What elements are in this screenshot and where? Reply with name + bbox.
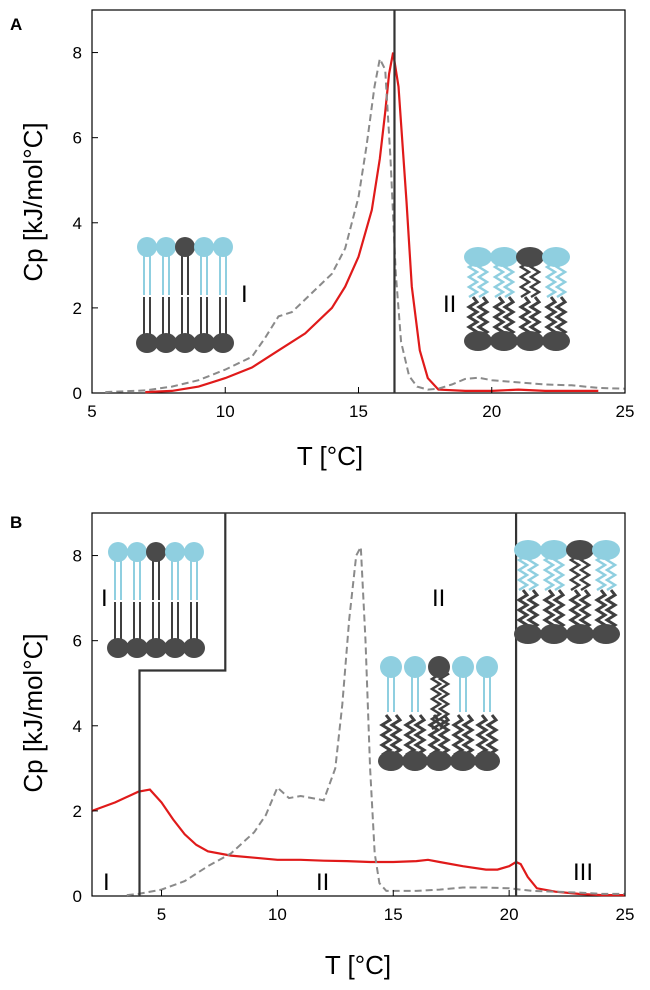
x-tick-label-a: 5 [87, 402, 96, 421]
series-gray-dashed-b [126, 543, 625, 897]
y-tick-label-b: 8 [73, 547, 82, 566]
x-tick-label-a: 20 [482, 402, 501, 421]
lipid-bilayer-gel-icon [107, 542, 205, 658]
y-axis-title-b: Cp [kJ/mol°C] [18, 633, 48, 792]
y-tick-label-b: 6 [73, 632, 82, 651]
lipid-bilayer-fluid-icon [514, 540, 620, 644]
region-label-a-i: I [241, 281, 248, 308]
x-axis-title-a: T [°C] [297, 441, 363, 471]
x-tick-label-a: 10 [216, 402, 235, 421]
x-tick-label-b: 15 [384, 905, 403, 924]
y-tick-label-b: 4 [73, 717, 82, 736]
series-red-solid-b [91, 788, 625, 897]
y-tick-label-b: 2 [73, 802, 82, 821]
panel-b-ticks: 5 10 15 20 25 0 2 4 6 8 [73, 547, 635, 924]
x-tick-label-a: 25 [616, 402, 635, 421]
y-tick-label-a: 6 [73, 129, 82, 148]
x-tick-label-a: 15 [349, 402, 368, 421]
panel-b-plot-lines [91, 512, 626, 897]
series-red-solid-a [145, 52, 599, 394]
series-gray-dashed-a [105, 55, 626, 394]
plot-frame-b [91, 512, 626, 897]
lipid-bilayer-fluid-icon [464, 247, 570, 351]
chart-panel-a: A I II 5 10 15 20 25 0 2 4 6 8 T [°C] Cp [kJ/mol°… [10, 9, 635, 471]
x-tick-label-b: 25 [616, 905, 635, 924]
y-tick-label-b: 0 [73, 887, 82, 906]
x-tick-label-b: 20 [500, 905, 519, 924]
y-tick-label-a: 2 [73, 299, 82, 318]
y-tick-label-a: 4 [73, 214, 82, 233]
phase-boundary-line-b [138, 513, 227, 896]
x-tick-label-b: 5 [157, 905, 166, 924]
region-label-b-iii: III [573, 859, 593, 886]
panel-letter-a: A [10, 15, 22, 34]
region-label-b-i-top: I [101, 585, 108, 612]
region-label-a-ii: II [443, 291, 456, 318]
y-tick-label-a: 8 [73, 44, 82, 63]
panel-letter-b: B [10, 513, 22, 532]
lipid-bilayer-gel-icon [136, 237, 234, 353]
y-tick-label-a: 0 [73, 384, 82, 403]
region-label-b-ii-top: II [432, 585, 445, 612]
region-label-b-i-bottom: I [103, 869, 110, 896]
chart-panel-b: B I II III II I 5 10 15 20 25 0 2 4 6 8 T [°C] Cp… [10, 512, 635, 980]
x-tick-label-b: 10 [268, 905, 287, 924]
lipid-bilayer-mixed-icon [378, 656, 500, 771]
y-axis-title-a: Cp [kJ/mol°C] [18, 122, 48, 281]
region-label-b-ii-bottom: II [316, 869, 329, 896]
panel-a-ticks: 5 10 15 20 25 0 2 4 6 8 [73, 44, 635, 421]
x-axis-title-b: T [°C] [325, 950, 391, 980]
